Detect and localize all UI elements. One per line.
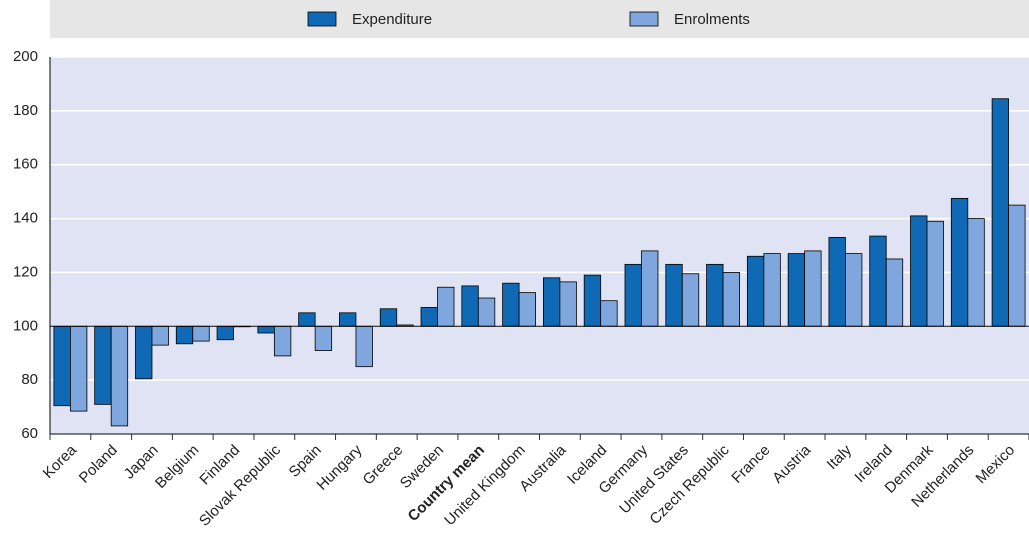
legend-swatch — [629, 11, 659, 27]
y-tick-label: 160 — [13, 156, 38, 173]
bar — [665, 263, 683, 327]
x-tick-label: Italy — [824, 441, 856, 473]
x-tick-label: Austria — [769, 441, 814, 486]
bar — [110, 325, 129, 427]
bar — [845, 253, 863, 327]
bar — [518, 292, 537, 327]
bar — [437, 286, 455, 327]
bar — [910, 215, 928, 327]
bar — [722, 272, 740, 327]
bar — [69, 325, 88, 412]
bar — [706, 263, 724, 327]
plot-area — [50, 57, 1029, 434]
legend-label: Expenditure — [352, 11, 432, 28]
bar — [192, 325, 210, 342]
bar — [804, 250, 822, 327]
bar — [151, 325, 169, 346]
bar — [135, 325, 153, 380]
x-tick-label: Korea — [40, 441, 81, 482]
x-tick-label: France — [728, 442, 773, 487]
bar — [314, 325, 333, 351]
bar — [53, 325, 71, 407]
bar — [298, 312, 316, 327]
bar — [420, 307, 438, 327]
bar — [1008, 204, 1026, 327]
bar — [967, 218, 985, 327]
y-tick-label: 100 — [13, 317, 38, 334]
bar — [542, 277, 561, 327]
bar — [257, 325, 275, 334]
bar — [502, 282, 520, 327]
y-tick-label: 140 — [13, 210, 38, 227]
bar — [175, 325, 194, 345]
legend-swatch — [307, 11, 337, 27]
y-tick-label: 200 — [13, 48, 38, 65]
bar — [216, 325, 234, 341]
bar — [379, 308, 398, 327]
bar — [681, 273, 700, 327]
y-tick-label: 120 — [13, 263, 38, 280]
x-tick-label: Mexico — [973, 442, 1019, 488]
bar — [641, 250, 659, 327]
y-tick-label: 180 — [13, 102, 38, 119]
x-tick-label: Belgium — [152, 442, 202, 492]
bar — [583, 274, 602, 327]
y-tick-label: 80 — [21, 371, 38, 388]
bar — [746, 255, 765, 327]
bar — [273, 325, 292, 357]
x-tick-label: Hungary — [313, 441, 365, 493]
bar — [600, 300, 618, 327]
bar — [94, 325, 112, 405]
bar — [477, 297, 496, 327]
bar — [828, 237, 846, 327]
bar — [950, 197, 969, 327]
legend-label: Enrolments — [674, 11, 750, 28]
y-tick-label: 60 — [21, 425, 38, 442]
legend-band — [50, 0, 1029, 38]
bar — [869, 235, 887, 327]
bar — [355, 325, 373, 368]
bar — [461, 285, 479, 327]
bar — [763, 253, 781, 327]
bar — [787, 253, 806, 327]
bar — [926, 220, 944, 327]
bar — [991, 98, 1010, 327]
bar — [339, 312, 357, 327]
bar — [624, 263, 642, 327]
bar — [885, 258, 904, 327]
x-tick-label: Poland — [76, 442, 121, 487]
bar — [559, 281, 577, 327]
